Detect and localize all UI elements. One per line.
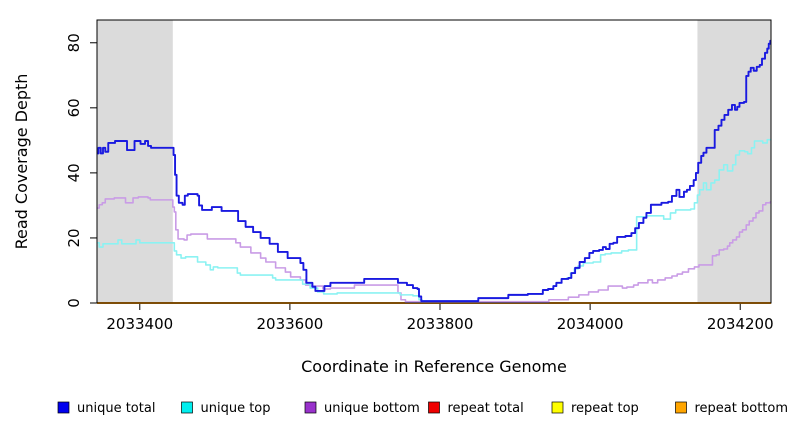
legend-swatch-unique-top — [181, 401, 193, 414]
x-tick-label: 2034200 — [707, 315, 774, 333]
legend-label-repeat-bottom: repeat bottom — [695, 401, 789, 416]
y-tick-label: 0 — [65, 298, 83, 308]
x-tick-label: 2033600 — [256, 315, 323, 333]
series-line-unique-top — [97, 138, 772, 302]
x-tick-label: 2034000 — [557, 315, 624, 333]
legend-label-unique-total: unique total — [77, 401, 155, 416]
legend-swatch-repeat-total — [428, 401, 440, 414]
tick-labels: 2033400 2033600 2033800 2034000 2034200 0 20 40… — [65, 33, 774, 333]
legend-label-repeat-top: repeat top — [571, 401, 639, 416]
masked-region — [697, 20, 771, 303]
series-line-unique-bottom — [97, 196, 772, 303]
legend-swatch-unique-bottom — [304, 401, 317, 414]
x-tick-label: 2033400 — [106, 315, 173, 333]
x-axis-label: Coordinate in Reference Genome — [301, 357, 567, 376]
legend-swatch-unique-total — [57, 401, 70, 414]
legend-label-repeat-total: repeat total — [448, 401, 524, 416]
legend-swatch-repeat-bottom — [675, 401, 687, 414]
y-tick-label: 60 — [65, 98, 83, 117]
legend-swatch-repeat-top — [551, 401, 564, 414]
legend-label-unique-top: unique top — [201, 401, 271, 416]
y-tick-label: 40 — [65, 163, 83, 182]
masked-region — [97, 20, 173, 303]
y-tick-label: 20 — [65, 228, 83, 247]
series-line-unique-total — [97, 39, 772, 302]
legend-label-unique-bottom: unique bottom — [324, 401, 420, 416]
coverage-lines — [97, 39, 772, 304]
plot-border — [96, 19, 772, 304]
x-tick-label: 2033800 — [407, 315, 474, 333]
y-axis-label: Read Coverage Depth — [12, 74, 31, 250]
legend: unique total unique top unique bottom repea… — [57, 401, 789, 416]
axes — [90, 42, 741, 310]
y-tick-label: 80 — [65, 33, 83, 52]
